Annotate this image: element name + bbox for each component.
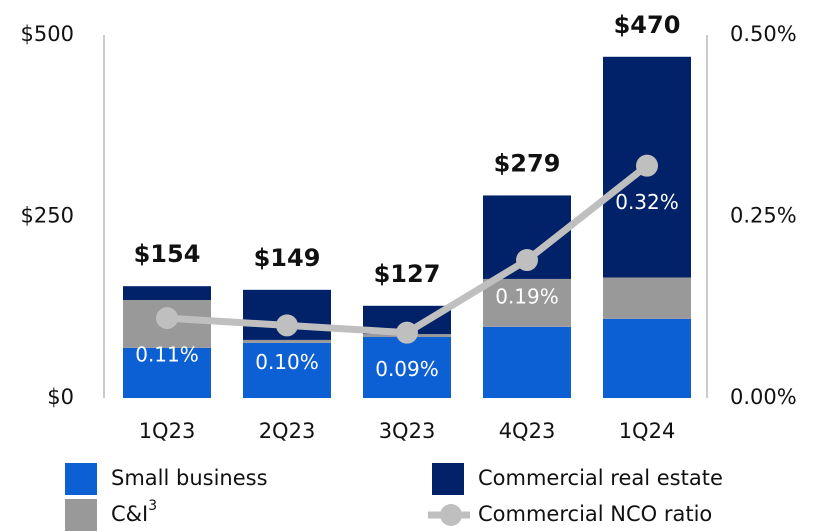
bar-segment (243, 342, 331, 398)
legend-name: C&I (111, 502, 148, 526)
bar-segment (483, 326, 571, 398)
y2-tick-label: 0.00% (730, 385, 797, 409)
bar-segment (603, 277, 691, 319)
legend-swatch (65, 463, 97, 495)
x-tick-label: 1Q24 (619, 419, 676, 443)
x-tick-label: 2Q23 (259, 419, 316, 443)
total-label: $149 (254, 244, 321, 272)
ratio-point (276, 314, 298, 337)
y2-tick-label: 0.25% (730, 204, 797, 228)
legend-name: Commercial real estate (478, 466, 723, 490)
ratio-label: 0.11% (135, 343, 199, 367)
x-tick-label: 1Q23 (139, 419, 196, 443)
total-label: $470 (614, 11, 681, 39)
total-label: $154 (134, 240, 201, 268)
ratio-label: 0.19% (495, 285, 559, 309)
ratio-point (396, 321, 418, 344)
bar-segment (123, 286, 211, 300)
ratio-point (636, 154, 658, 177)
legend-name: Commercial NCO ratio (478, 502, 712, 526)
legend-footnote: 3 (148, 498, 157, 514)
y-tick-label: $250 (21, 204, 74, 228)
legend-dot (440, 504, 462, 526)
ratio-label: 0.10% (255, 350, 319, 374)
total-label: $279 (494, 149, 561, 177)
legend-swatch (65, 499, 97, 531)
ratio-point (516, 249, 538, 272)
bar-segment (603, 318, 691, 398)
ratio-label: 0.32% (615, 190, 679, 214)
x-tick-label: 3Q23 (379, 419, 436, 443)
x-tick-label: 4Q23 (499, 419, 556, 443)
y-tick-label: $500 (21, 22, 74, 46)
legend-label: C&I3 (111, 498, 157, 526)
legend-label: Commercial NCO ratio (478, 502, 712, 526)
bar-segment (363, 337, 451, 398)
bar-segment (243, 339, 331, 343)
ratio-point (156, 307, 178, 330)
ratio-label: 0.09% (375, 357, 439, 381)
legend-label: Small business (111, 466, 268, 490)
bar-segment (483, 278, 571, 327)
legend-name: Small business (111, 466, 268, 490)
legend-swatch (432, 463, 464, 495)
y-tick-label: $0 (47, 385, 74, 409)
total-label: $127 (374, 260, 441, 288)
bar-segment (123, 347, 211, 398)
legend-label: Commercial real estate (478, 466, 723, 490)
y2-tick-label: 0.50% (730, 22, 797, 46)
